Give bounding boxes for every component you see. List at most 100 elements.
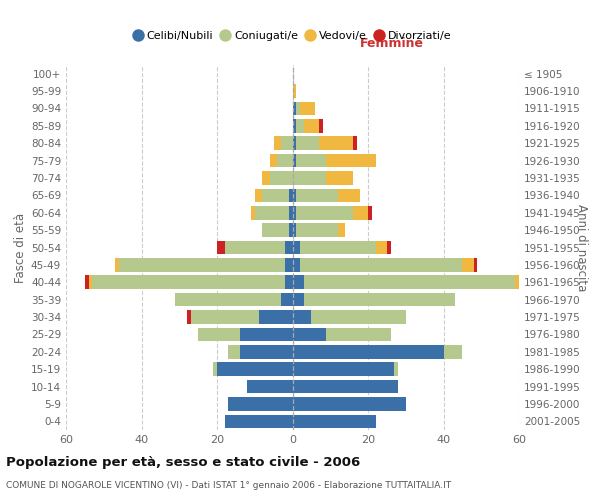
Bar (293, 397, 406, 410)
Bar (187, 310, 293, 324)
Bar (213, 362, 293, 376)
Bar (293, 362, 394, 376)
Bar (293, 276, 304, 289)
Bar (85, 276, 293, 289)
Bar (224, 414, 293, 428)
Bar (293, 102, 296, 115)
Bar (293, 362, 398, 376)
Bar (293, 345, 463, 358)
Bar (224, 414, 293, 428)
Bar (293, 310, 311, 324)
Bar (293, 119, 319, 132)
Bar (239, 345, 293, 358)
Bar (293, 345, 463, 358)
Bar (293, 362, 398, 376)
Bar (293, 188, 296, 202)
Bar (213, 362, 293, 376)
Bar (251, 206, 293, 220)
Bar (293, 136, 296, 150)
Bar (247, 380, 293, 394)
Bar (293, 293, 304, 306)
Bar (293, 119, 323, 132)
Bar (229, 345, 293, 358)
Bar (293, 136, 353, 150)
Bar (262, 224, 293, 237)
Y-axis label: Anni di nascita: Anni di nascita (575, 204, 587, 291)
Bar (247, 380, 293, 394)
Bar (262, 171, 293, 185)
Bar (293, 276, 519, 289)
Bar (198, 328, 293, 341)
Bar (224, 414, 293, 428)
Bar (262, 224, 293, 237)
Bar (277, 154, 293, 168)
Text: Femmine: Femmine (360, 38, 424, 51)
Y-axis label: Fasce di età: Fasce di età (14, 212, 27, 282)
Bar (293, 258, 474, 272)
Bar (293, 224, 296, 237)
Bar (213, 362, 293, 376)
Bar (239, 328, 293, 341)
Bar (191, 310, 293, 324)
Bar (293, 224, 338, 237)
Bar (293, 293, 455, 306)
Bar (285, 258, 293, 272)
Bar (247, 380, 293, 394)
Bar (175, 293, 293, 306)
Bar (251, 206, 293, 220)
Text: Popolazione per età, sesso e stato civile - 2006: Popolazione per età, sesso e stato civil… (6, 456, 360, 469)
Bar (293, 154, 296, 168)
Bar (92, 276, 293, 289)
Bar (198, 328, 293, 341)
Bar (247, 380, 293, 394)
Bar (293, 240, 387, 254)
Bar (293, 397, 406, 410)
Bar (224, 414, 293, 428)
Bar (293, 240, 391, 254)
Bar (293, 206, 368, 220)
Bar (289, 206, 293, 220)
Bar (293, 136, 356, 150)
Bar (270, 171, 293, 185)
Bar (293, 258, 478, 272)
Legend: Celibi/Nubili, Coniugati/e, Vedovi/e, Divorziati/e: Celibi/Nubili, Coniugati/e, Vedovi/e, Di… (128, 27, 457, 46)
Bar (191, 310, 293, 324)
Bar (229, 397, 293, 410)
Bar (293, 380, 398, 394)
Bar (274, 136, 293, 150)
Bar (293, 119, 304, 132)
Bar (293, 102, 300, 115)
Bar (229, 397, 293, 410)
Bar (262, 188, 293, 202)
Bar (293, 119, 296, 132)
Bar (293, 345, 463, 358)
Bar (293, 102, 315, 115)
Bar (293, 102, 315, 115)
Bar (255, 188, 293, 202)
Bar (293, 328, 326, 341)
Bar (293, 380, 398, 394)
Bar (289, 224, 293, 237)
Bar (224, 240, 293, 254)
Bar (262, 171, 293, 185)
Text: COMUNE DI NOGAROLE VICENTINO (VI) - Dati ISTAT 1° gennaio 2006 - Elaborazione TU: COMUNE DI NOGAROLE VICENTINO (VI) - Dati… (6, 481, 451, 490)
Bar (281, 293, 293, 306)
Bar (293, 240, 300, 254)
Bar (293, 224, 346, 237)
Bar (255, 188, 293, 202)
Bar (293, 188, 361, 202)
Bar (270, 154, 293, 168)
Bar (229, 345, 293, 358)
Bar (293, 84, 296, 98)
Bar (289, 188, 293, 202)
Bar (293, 380, 398, 394)
Bar (293, 414, 376, 428)
Bar (255, 206, 293, 220)
Bar (270, 154, 293, 168)
Bar (293, 171, 353, 185)
Bar (293, 397, 406, 410)
Bar (293, 345, 443, 358)
Bar (293, 310, 406, 324)
Bar (229, 345, 293, 358)
Bar (293, 258, 463, 272)
